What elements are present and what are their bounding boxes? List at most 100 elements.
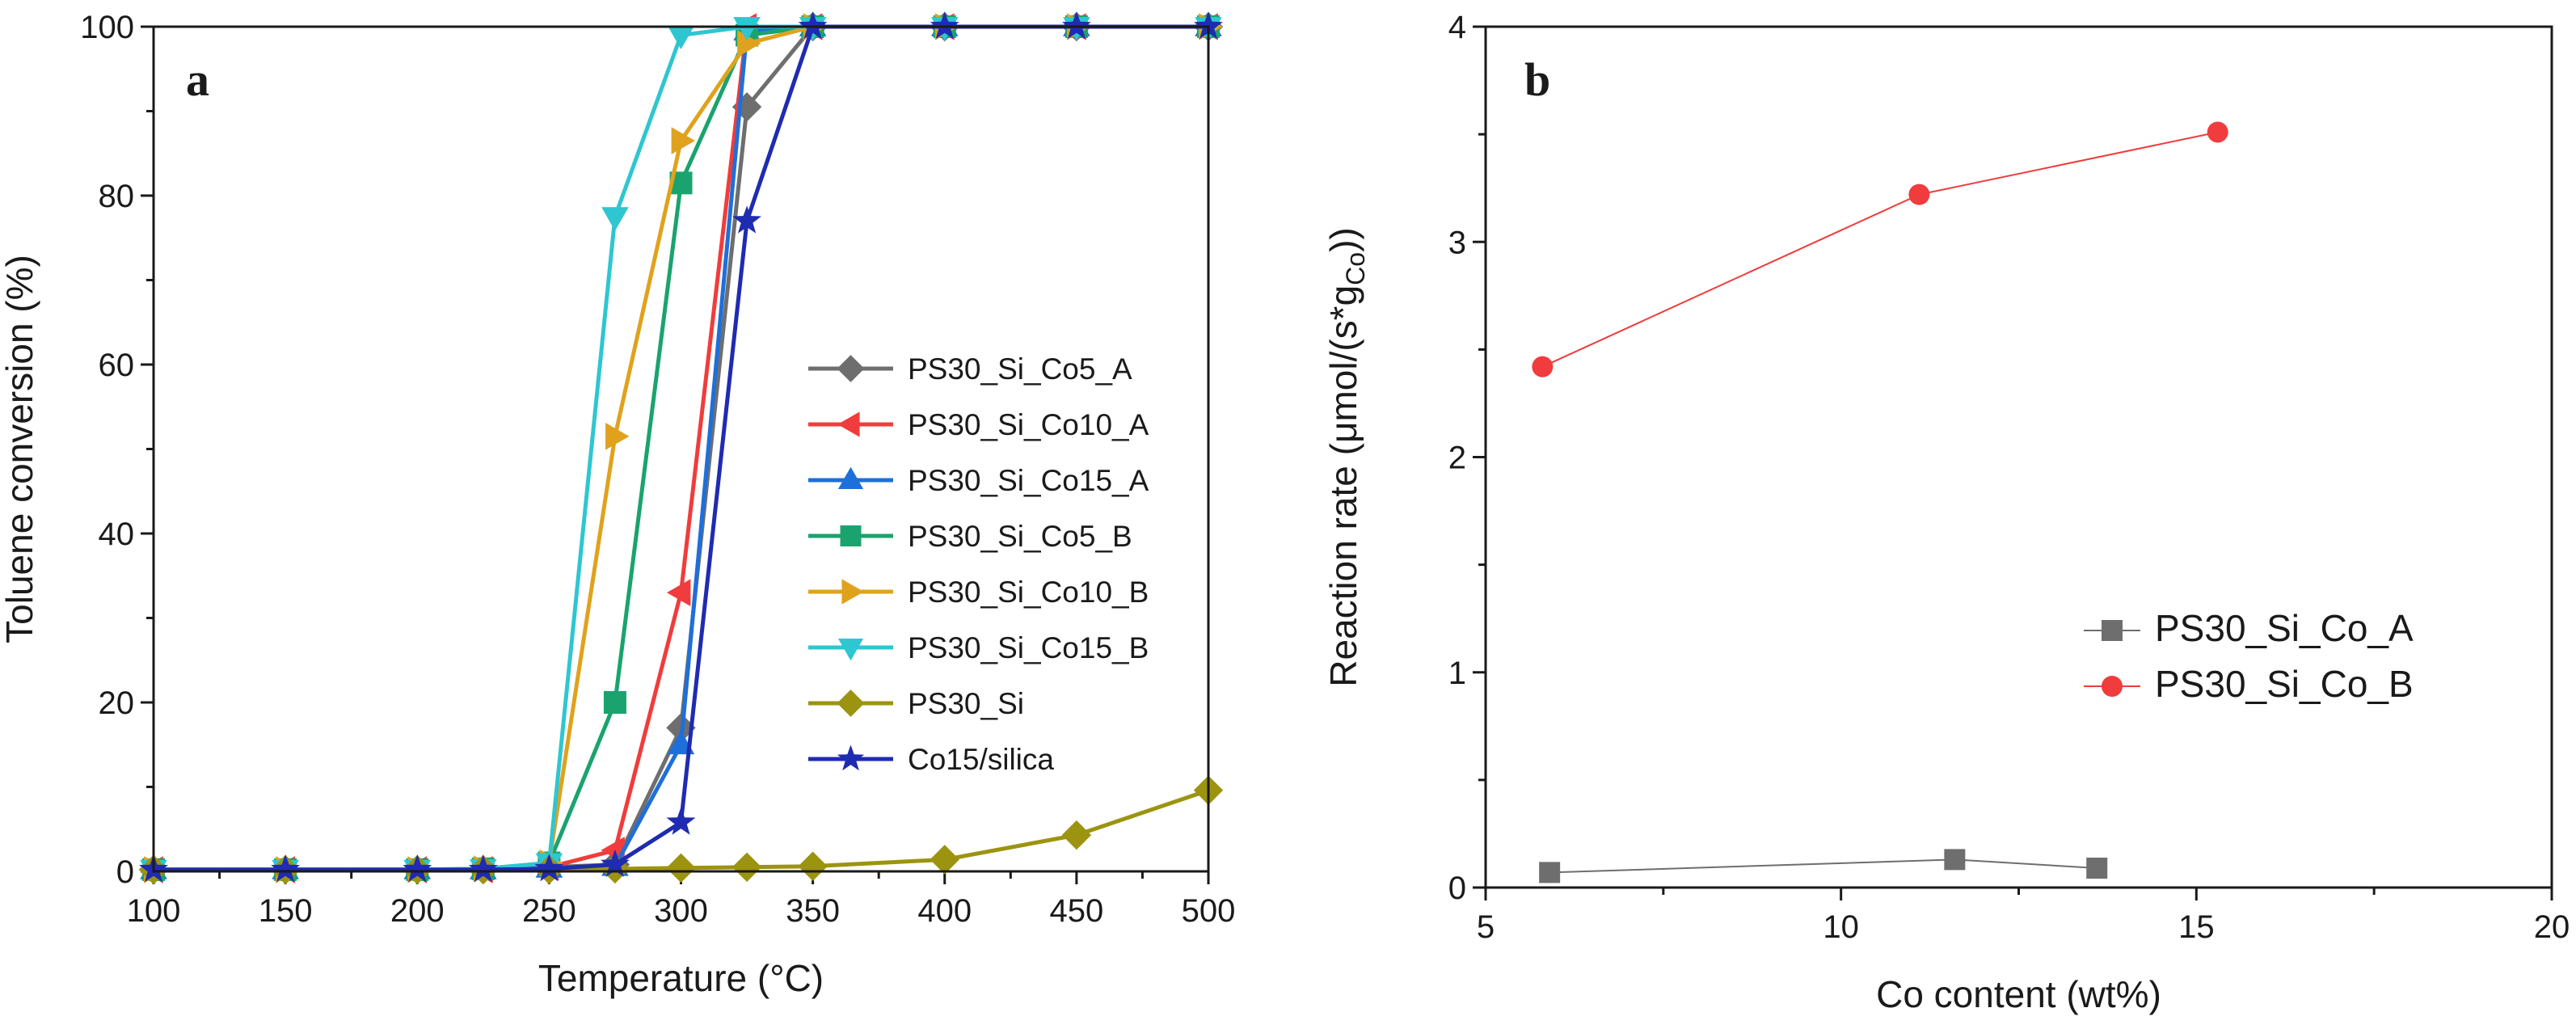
panel-a-series xyxy=(138,11,1224,885)
y-tick-label: 3 xyxy=(1448,225,1466,260)
data-point xyxy=(1944,849,1966,871)
y-tick-label: 40 xyxy=(99,517,135,552)
legend-item: Co15/silica xyxy=(808,743,1054,776)
legend-label: PS30_Si_Co_B xyxy=(2155,663,2414,705)
legend-marker xyxy=(837,466,864,490)
data-point xyxy=(1532,356,1554,377)
data-point xyxy=(1194,11,1223,40)
panel-a-legend: PS30_Si_Co5_A PS30_Si_Co10_A PS30_Si_Co15_… xyxy=(808,352,1149,776)
legend-marker xyxy=(2102,676,2123,697)
y-tick-label: 60 xyxy=(99,348,135,383)
panel-b-y-title-subscript: Co xyxy=(1341,252,1370,285)
x-tick-label: 100 xyxy=(127,893,181,929)
legend-marker xyxy=(837,744,865,771)
legend-marker xyxy=(837,690,865,717)
data-point xyxy=(1061,11,1091,40)
panel-b-ticks: 5 10 15 20 0 1 2 3 4 xyxy=(1448,10,2570,945)
data-point xyxy=(601,207,629,231)
x-tick-label: 15 xyxy=(2178,909,2215,945)
legend-item: PS30_Si_Co_A xyxy=(2084,607,2414,649)
data-point xyxy=(605,423,630,450)
data-point xyxy=(737,30,761,57)
legend-marker xyxy=(837,411,860,437)
panel-a-y-axis-title: Toluene conversion (%) xyxy=(0,255,40,643)
panel-a-ticks: 100 150 200 250 300 350 400 450 500 0 20 40 60 80 100 xyxy=(80,10,1235,929)
panel-b-label: b xyxy=(1524,53,1550,106)
chart-panel-a: 100 150 200 250 300 350 400 450 500 0 20 40 60 80100 … xyxy=(0,10,1235,999)
data-point xyxy=(733,17,761,41)
legend-marker xyxy=(841,579,864,605)
data-point xyxy=(603,691,626,714)
y-tick-label: 2 xyxy=(1448,441,1466,476)
data-point xyxy=(666,807,696,835)
data-point xyxy=(731,852,762,882)
legend-label: PS30_Si_Co10_A xyxy=(908,408,1149,441)
legend-label: PS30_Si_Co10_B xyxy=(908,576,1149,609)
legend-marker xyxy=(837,355,865,382)
x-tick-label: 250 xyxy=(522,893,576,929)
panel-b-x-axis-title: Co content (wt%) xyxy=(1876,973,2161,1015)
data-point xyxy=(2207,121,2228,143)
y-tick-label: 0 xyxy=(116,854,134,890)
legend-label: PS30_Si_Co15_B xyxy=(908,631,1149,664)
x-tick-label: 20 xyxy=(2534,909,2570,945)
x-tick-label: 400 xyxy=(917,893,972,929)
panel-a-label: a xyxy=(186,53,209,106)
panel-b-y-title-end: )) xyxy=(1322,227,1364,252)
x-tick-label: 10 xyxy=(1823,909,1859,945)
legend-label: Co15/silica xyxy=(908,743,1054,776)
x-tick-label: 450 xyxy=(1050,893,1104,929)
legend-item: PS30_Si xyxy=(808,687,1024,720)
legend-item: PS30_Si_Co10_B xyxy=(808,576,1149,609)
data-point xyxy=(2086,858,2108,879)
legend-marker xyxy=(2102,620,2123,641)
y-tick-label: 4 xyxy=(1448,10,1466,45)
x-tick-label: 5 xyxy=(1477,909,1495,945)
legend-item: PS30_Si_Co15_B xyxy=(808,631,1149,664)
data-point xyxy=(667,579,691,606)
series-ps30-si-co-b xyxy=(1532,121,2228,377)
panel-b-legend: PS30_Si_Co_A PS30_Si_Co_B xyxy=(2084,607,2414,705)
legend-label: PS30_Si_Co5_B xyxy=(908,520,1132,553)
series-line xyxy=(1549,858,2097,874)
legend-label: PS30_Si_Co5_A xyxy=(908,352,1132,386)
legend-label: PS30_Si_Co15_A xyxy=(908,464,1149,497)
legend-item: PS30_Si_Co10_A xyxy=(808,408,1149,441)
legend-item: PS30_Si_Co_B xyxy=(2084,663,2414,705)
data-point xyxy=(403,854,432,883)
panel-a-plot-frame xyxy=(152,25,1210,873)
legend-item: PS30_Si_Co5_A xyxy=(808,352,1132,386)
legend-marker xyxy=(840,525,862,546)
y-tick-label: 1 xyxy=(1448,656,1466,691)
series-ps30-si-co-a xyxy=(1539,849,2108,884)
data-point xyxy=(798,11,828,40)
data-point xyxy=(930,845,959,875)
x-tick-label: 300 xyxy=(654,893,708,929)
x-tick-label: 150 xyxy=(259,893,313,929)
chart-panel-b: 5 10 15 20 0 1 2 3 4 b Co content (wt%) Reaction… xyxy=(1322,10,2570,1015)
data-point xyxy=(601,849,630,877)
panel-a-x-axis-title: Temperature (°C) xyxy=(538,957,824,999)
data-point xyxy=(534,854,564,882)
data-point xyxy=(468,854,498,883)
y-tick-label: 100 xyxy=(80,10,134,45)
y-tick-label: 80 xyxy=(99,179,135,214)
panel-b-y-title-main: Reaction rate (μmol/(s*g xyxy=(1322,285,1364,687)
x-tick-label: 350 xyxy=(786,893,840,929)
data-point xyxy=(930,11,959,40)
panel-b-series xyxy=(1532,121,2228,884)
legend-marker xyxy=(837,638,864,661)
x-tick-label: 500 xyxy=(1182,893,1236,929)
data-point xyxy=(1908,183,1930,205)
legend-item: PS30_Si_Co15_A xyxy=(808,464,1149,497)
legend-item: PS30_Si_Co5_B xyxy=(808,520,1132,553)
data-point xyxy=(667,25,695,49)
data-point xyxy=(666,853,696,884)
series-line xyxy=(1541,131,2218,368)
data-point xyxy=(1061,820,1092,850)
legend-label: PS30_Si_Co_A xyxy=(2155,607,2414,649)
data-point xyxy=(671,127,695,154)
data-point xyxy=(798,851,828,881)
data-point xyxy=(1539,862,1561,884)
